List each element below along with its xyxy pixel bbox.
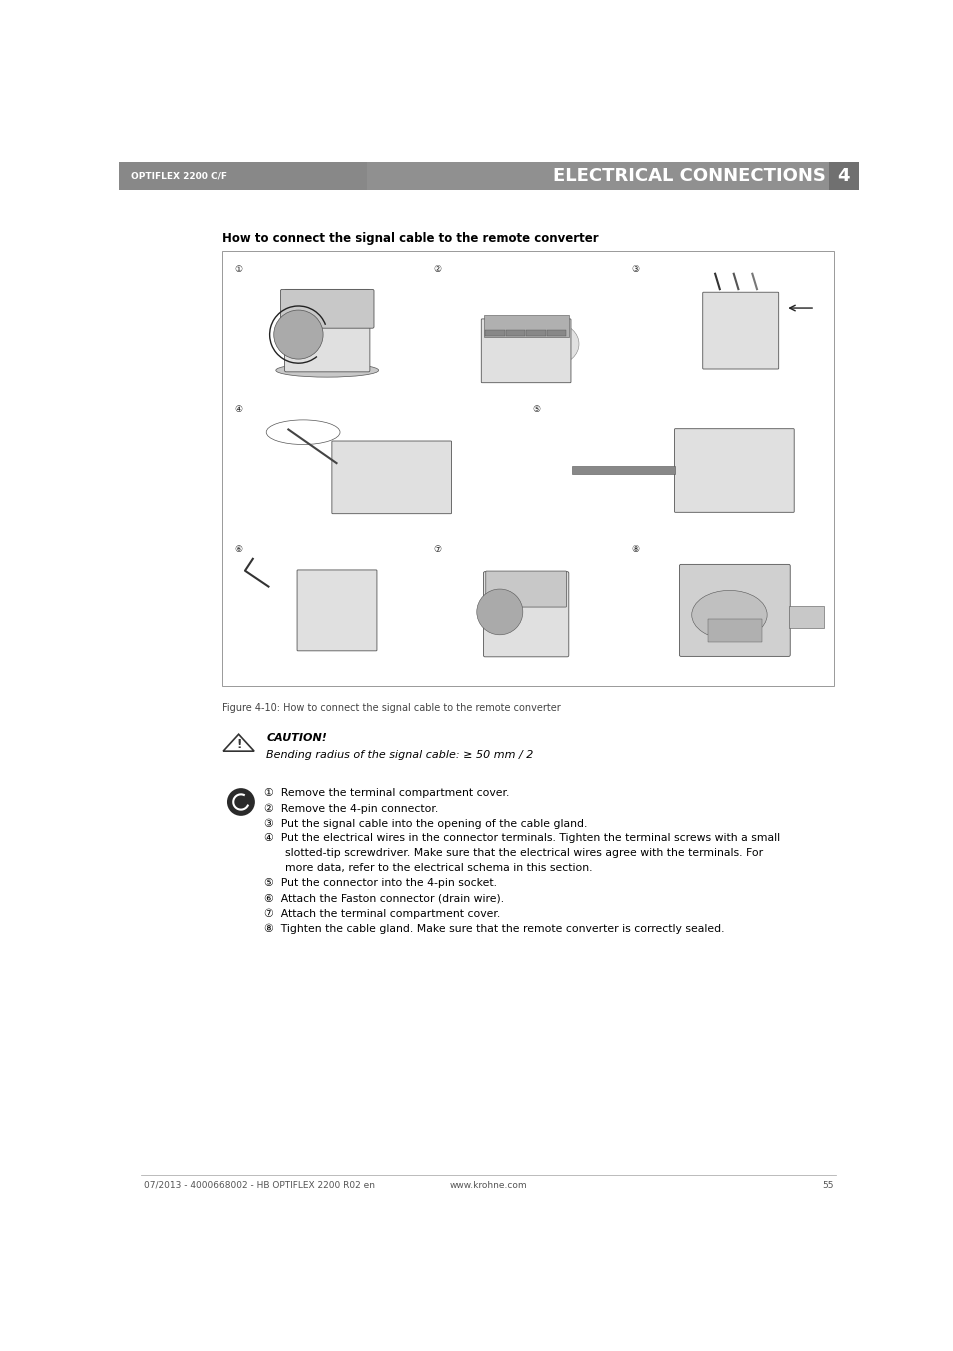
Text: 55: 55 (821, 1181, 833, 1190)
Text: ⑧: ⑧ (631, 544, 639, 554)
Text: !: ! (235, 738, 241, 751)
Text: ④: ④ (233, 405, 242, 415)
Text: 4: 4 (837, 168, 849, 185)
Text: ⑤  Put the connector into the 4-pin socket.: ⑤ Put the connector into the 4-pin socke… (264, 878, 497, 888)
Text: ⑦: ⑦ (433, 544, 440, 554)
Text: www.krohne.com: www.krohne.com (450, 1181, 527, 1190)
Bar (788, 607, 823, 628)
Text: ②: ② (433, 265, 440, 274)
Circle shape (274, 311, 323, 359)
Ellipse shape (535, 324, 578, 363)
FancyBboxPatch shape (485, 571, 566, 607)
Bar (119, 162, 858, 190)
Bar (546, 330, 566, 335)
Text: slotted-tip screwdriver. Make sure that the electrical wires agree with the term: slotted-tip screwdriver. Make sure that … (264, 848, 762, 858)
FancyBboxPatch shape (280, 289, 374, 328)
Text: ①  Remove the terminal compartment cover.: ① Remove the terminal compartment cover. (264, 788, 509, 798)
Bar (221, 251, 833, 686)
Circle shape (476, 589, 522, 635)
FancyBboxPatch shape (480, 319, 570, 382)
Text: OPTIFLEX 2200 C/F: OPTIFLEX 2200 C/F (131, 172, 227, 181)
Text: ③  Put the signal cable into the opening of the cable gland.: ③ Put the signal cable into the opening … (264, 819, 587, 828)
FancyBboxPatch shape (296, 570, 376, 651)
Bar (119, 162, 367, 190)
Bar (483, 315, 568, 338)
Bar (505, 330, 525, 335)
Text: ④  Put the electrical wires in the connector terminals. Tighten the terminal scr: ④ Put the electrical wires in the connec… (264, 834, 780, 843)
Bar (707, 619, 760, 642)
Bar (572, 466, 675, 474)
Text: ②  Remove the 4-pin connector.: ② Remove the 4-pin connector. (264, 802, 438, 813)
Circle shape (227, 788, 254, 816)
Text: ⑤: ⑤ (532, 405, 540, 415)
Text: ⑥  Attach the Faston connector (drain wire).: ⑥ Attach the Faston connector (drain wir… (264, 893, 504, 904)
Text: How to connect the signal cable to the remote converter: How to connect the signal cable to the r… (221, 232, 598, 245)
Ellipse shape (275, 363, 378, 377)
Bar (485, 330, 504, 335)
FancyBboxPatch shape (483, 571, 568, 657)
Text: more data, refer to the electrical schema in this section.: more data, refer to the electrical schem… (264, 863, 592, 873)
Bar (828, 162, 858, 190)
FancyBboxPatch shape (284, 289, 370, 372)
Text: Figure 4-10: How to connect the signal cable to the remote converter: Figure 4-10: How to connect the signal c… (221, 704, 559, 713)
Text: ③: ③ (631, 265, 639, 274)
Text: ⑦  Attach the terminal compartment cover.: ⑦ Attach the terminal compartment cover. (264, 908, 500, 919)
Text: 07/2013 - 4000668002 - HB OPTIFLEX 2200 R02 en: 07/2013 - 4000668002 - HB OPTIFLEX 2200 … (144, 1181, 375, 1190)
Polygon shape (223, 734, 253, 751)
Bar (525, 330, 545, 335)
Text: ⑥: ⑥ (233, 544, 242, 554)
Ellipse shape (266, 420, 339, 444)
FancyBboxPatch shape (702, 292, 778, 369)
Text: ELECTRICAL CONNECTIONS: ELECTRICAL CONNECTIONS (553, 168, 825, 185)
Ellipse shape (691, 590, 766, 639)
FancyBboxPatch shape (674, 428, 793, 512)
Text: CAUTION!: CAUTION! (266, 732, 327, 743)
FancyBboxPatch shape (679, 565, 789, 657)
Text: ⑧  Tighten the cable gland. Make sure that the remote converter is correctly sea: ⑧ Tighten the cable gland. Make sure tha… (264, 923, 724, 934)
Text: ①: ① (233, 265, 242, 274)
Text: Bending radius of the signal cable: ≥ 50 mm / 2: Bending radius of the signal cable: ≥ 50… (266, 750, 534, 759)
FancyBboxPatch shape (332, 440, 451, 513)
